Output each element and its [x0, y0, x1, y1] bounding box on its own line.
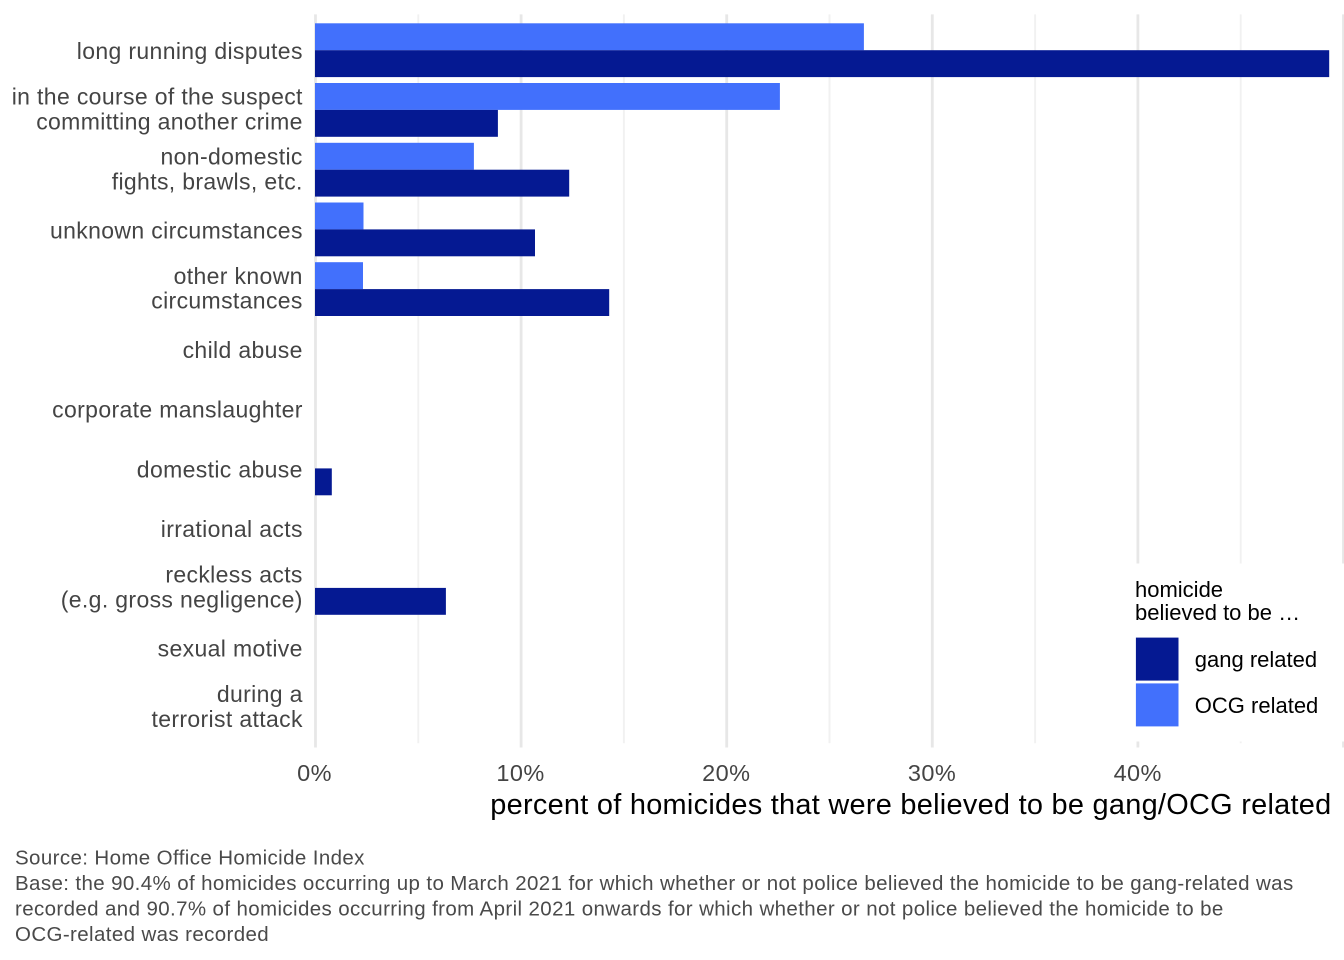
svg-text:20%: 20% [702, 760, 750, 786]
svg-text:corporate manslaughter: corporate manslaughter [52, 397, 303, 423]
svg-text:percent of homicides that were: percent of homicides that were believed … [490, 789, 1331, 821]
svg-text:in the course of the suspect: in the course of the suspect [12, 84, 303, 110]
svg-text:OCG-related was recorded: OCG-related was recorded [15, 923, 269, 946]
svg-text:0%: 0% [297, 760, 332, 786]
svg-text:fights, brawls, etc.: fights, brawls, etc. [112, 168, 303, 194]
svg-text:other known: other known [174, 263, 303, 289]
svg-text:circumstances: circumstances [151, 288, 303, 314]
svg-text:believed to be …: believed to be … [1135, 600, 1300, 625]
svg-text:10%: 10% [496, 760, 544, 786]
svg-text:non-domestic: non-domestic [161, 144, 303, 170]
svg-text:Source: Home Office Homicide I: Source: Home Office Homicide Index [15, 846, 365, 869]
svg-text:Base: the 90.4% of homicides o: Base: the 90.4% of homicides occurring u… [15, 872, 1294, 895]
svg-text:committing another crime: committing another crime [36, 109, 303, 135]
svg-text:recorded and 90.7% of homicide: recorded and 90.7% of homicides occurrin… [15, 898, 1224, 921]
svg-text:gang related: gang related [1195, 647, 1317, 672]
svg-text:sexual motive: sexual motive [158, 636, 303, 662]
svg-text:homicide: homicide [1135, 577, 1223, 602]
svg-text:(e.g. gross negligence): (e.g. gross negligence) [61, 587, 303, 613]
svg-text:long running disputes: long running disputes [77, 38, 303, 64]
svg-text:reckless acts: reckless acts [165, 562, 302, 588]
svg-text:during a: during a [217, 681, 303, 707]
svg-text:30%: 30% [908, 760, 956, 786]
svg-text:terrorist attack: terrorist attack [151, 706, 302, 732]
svg-text:domestic abuse: domestic abuse [137, 456, 303, 482]
svg-text:child abuse: child abuse [183, 337, 303, 363]
svg-text:40%: 40% [1114, 760, 1162, 786]
svg-text:irrational acts: irrational acts [161, 516, 303, 542]
svg-text:OCG related: OCG related [1195, 693, 1319, 718]
svg-text:unknown circumstances: unknown circumstances [50, 217, 303, 243]
